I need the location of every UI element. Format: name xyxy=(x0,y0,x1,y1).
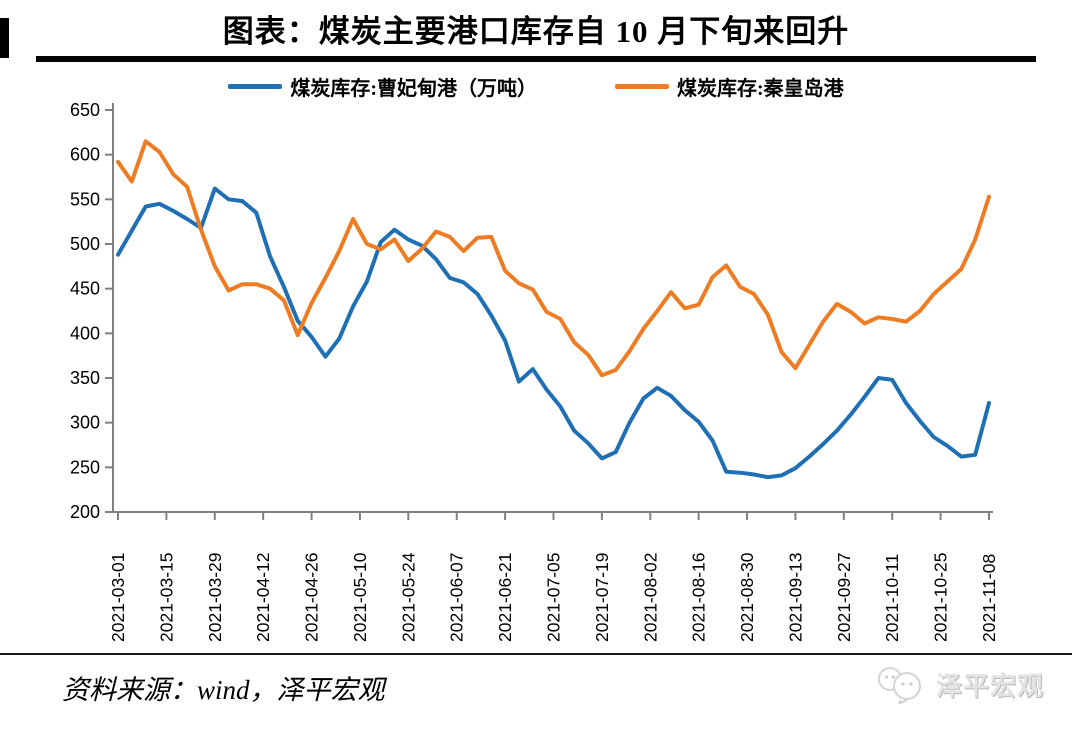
x-tick-label: 2021-05-24 xyxy=(398,552,418,642)
chart-legend: 煤炭库存:曹妃甸港（万吨） 煤炭库存:秦皇岛港 xyxy=(0,72,1072,101)
legend-item-caofeidian: 煤炭库存:曹妃甸港（万吨） xyxy=(228,72,537,101)
y-tick-label: 400 xyxy=(70,323,100,343)
x-tick-label: 2021-08-30 xyxy=(737,552,757,642)
x-tick-label: 2021-10-25 xyxy=(931,552,951,642)
x-tick-label: 2021-08-16 xyxy=(689,552,709,642)
chart-title: 图表：煤炭主要港口库存自 10 月下旬来回升 xyxy=(222,14,850,49)
x-tick-label: 2021-09-13 xyxy=(785,552,805,642)
chat-bubbles-icon xyxy=(877,667,921,704)
y-tick-label: 600 xyxy=(70,145,100,165)
x-tick-label: 2021-05-10 xyxy=(350,552,370,642)
y-tick-label: 650 xyxy=(70,100,100,120)
legend-swatch-orange-icon xyxy=(615,84,669,89)
y-tick-label: 200 xyxy=(70,502,100,522)
title-rule xyxy=(36,56,1036,62)
chart-svg: 200 250 300 350 400 450 500 550 600 650 2021-03-01… xyxy=(70,100,999,642)
x-tick-label: 2021-03-15 xyxy=(156,552,176,642)
x-tick-label: 2021-06-21 xyxy=(495,552,515,642)
brand-watermark: 泽平宏观 xyxy=(874,664,1044,704)
x-tick-label: 2021-04-26 xyxy=(302,552,322,642)
x-tick-label: 2021-07-19 xyxy=(592,552,612,642)
footer-divider xyxy=(0,653,1072,655)
x-tick-label: 2021-03-01 xyxy=(108,552,128,642)
legend-label-qinhuangdao: 煤炭库存:秦皇岛港 xyxy=(677,78,844,100)
y-tick-label: 250 xyxy=(70,457,100,477)
legend-label-caofeidian: 煤炭库存:曹妃甸港（万吨） xyxy=(290,78,537,100)
source-text: 资料来源：wind，泽平宏观 xyxy=(62,675,385,705)
y-tick-label: 350 xyxy=(70,368,100,388)
y-tick-label: 450 xyxy=(70,279,100,299)
y-tick-label: 550 xyxy=(70,189,100,209)
y-tick-label: 500 xyxy=(70,234,100,254)
legend-swatch-blue-icon xyxy=(228,84,283,89)
y-tick-label: 300 xyxy=(70,413,100,433)
x-tick-label: 2021-08-02 xyxy=(640,552,660,642)
x-tick-label: 2021-07-05 xyxy=(544,552,564,642)
left-edge-mark xyxy=(0,18,9,58)
brand-text: 泽平宏观 xyxy=(935,671,1044,701)
x-tick-label: 2021-10-11 xyxy=(882,554,902,642)
x-tick-label: 2021-09-27 xyxy=(834,552,854,642)
series-line-caofeidian xyxy=(116,186,991,480)
x-tick-label: 2021-03-29 xyxy=(205,552,225,642)
x-tick-label: 2021-11-08 xyxy=(979,554,999,642)
legend-item-qinhuangdao: 煤炭库存:秦皇岛港 xyxy=(615,72,844,101)
x-tick-label: 2021-04-12 xyxy=(253,552,273,642)
x-tick-label: 2021-06-07 xyxy=(447,552,467,642)
series-line-qinhuangdao xyxy=(116,139,991,378)
